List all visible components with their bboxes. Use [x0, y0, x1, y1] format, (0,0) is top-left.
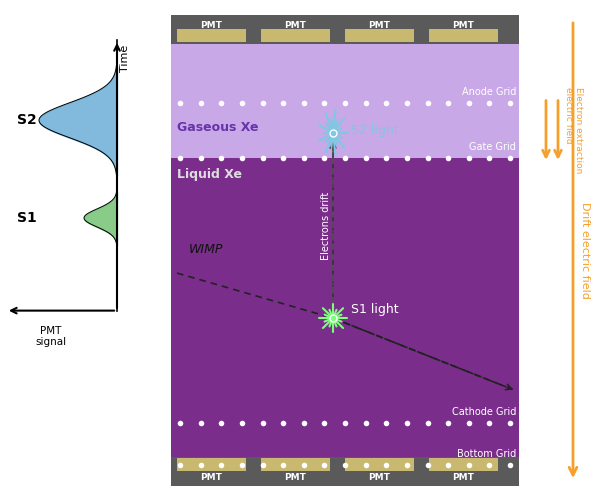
Text: S1 light: S1 light: [351, 303, 398, 316]
Text: Liquid Xe: Liquid Xe: [177, 168, 242, 181]
Bar: [345, 458, 414, 471]
Text: PMT: PMT: [200, 473, 223, 482]
Text: PMT: PMT: [200, 21, 223, 30]
Text: Anode Grid: Anode Grid: [461, 87, 516, 97]
Bar: [171, 15, 519, 44]
Text: PMT: PMT: [284, 21, 307, 30]
Bar: [171, 158, 519, 486]
Text: PMT: PMT: [452, 473, 475, 482]
Text: PMT: PMT: [452, 21, 475, 30]
Text: S2: S2: [17, 113, 37, 127]
Bar: [171, 457, 519, 486]
Text: Electrons drift: Electrons drift: [321, 191, 331, 260]
Bar: [261, 458, 330, 471]
Bar: [429, 29, 498, 42]
Text: Electron extraction
electric field: Electron extraction electric field: [564, 87, 583, 173]
Text: WIMP: WIMP: [189, 242, 223, 256]
Text: Time: Time: [120, 45, 130, 72]
Bar: [171, 15, 519, 158]
Text: PMT
signal: PMT signal: [35, 326, 67, 347]
Text: Cathode Grid: Cathode Grid: [452, 407, 516, 417]
Text: S1: S1: [17, 211, 37, 225]
Bar: [345, 29, 414, 42]
Text: PMT: PMT: [368, 473, 391, 482]
Text: PMT: PMT: [368, 21, 391, 30]
Bar: [429, 458, 498, 471]
Text: PMT: PMT: [284, 473, 307, 482]
Bar: [177, 458, 246, 471]
Text: Gaseous Xe: Gaseous Xe: [177, 121, 259, 134]
Text: S2 light: S2 light: [351, 124, 398, 137]
Text: Drift electric field: Drift electric field: [580, 202, 590, 299]
Bar: [177, 29, 246, 42]
Bar: [261, 29, 330, 42]
Text: Bottom Grid: Bottom Grid: [457, 449, 516, 459]
Text: Gate Grid: Gate Grid: [469, 142, 516, 152]
